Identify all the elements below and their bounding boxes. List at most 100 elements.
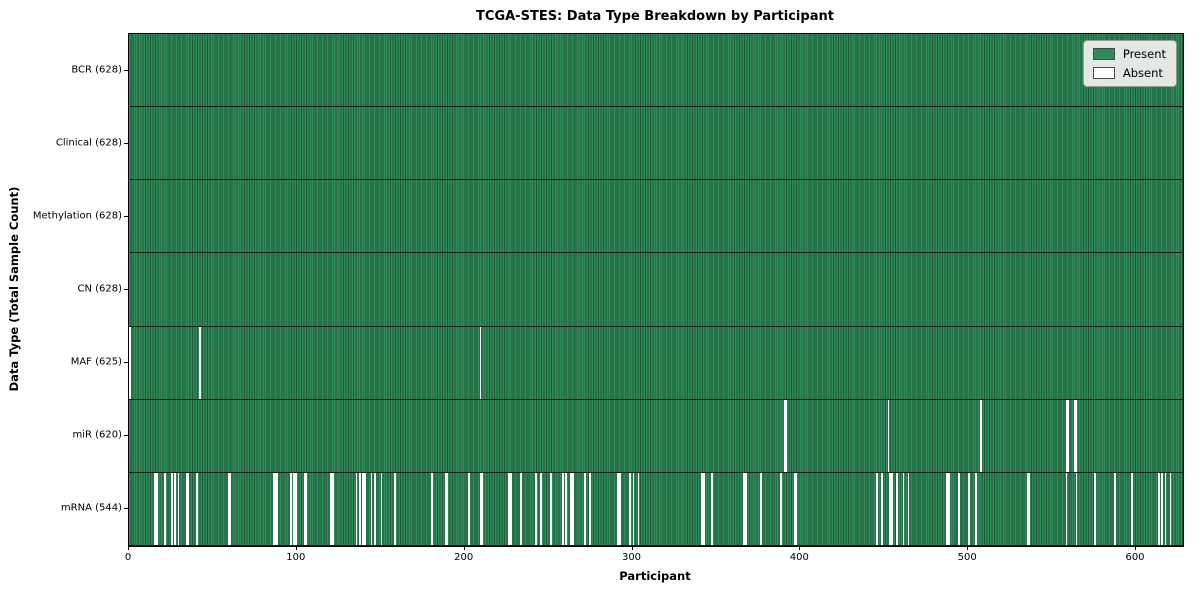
absent-mark [1157, 472, 1160, 545]
absent-mark [444, 472, 447, 545]
absent-mark [795, 472, 797, 545]
absent-mark [946, 472, 949, 545]
x-axis-label: Participant [619, 569, 691, 583]
absent-mark [481, 472, 484, 545]
absent-mark [154, 472, 156, 545]
absent-mark [550, 472, 552, 545]
absent-mark [276, 472, 279, 545]
absent-mark [565, 472, 568, 545]
chart-title: TCGA-STES: Data Type Breakdown by Partic… [476, 9, 834, 24]
absent-mark [164, 472, 166, 545]
y-tick-label-miR: miR (620) [72, 429, 122, 441]
absent-mark [619, 472, 621, 545]
legend-entry-absent: Absent [1092, 66, 1166, 80]
absent-mark [1075, 472, 1078, 545]
absent-mark [293, 472, 296, 545]
absent-mark [380, 472, 383, 545]
row-MAF [129, 326, 1183, 400]
x-tick-label-300: 300 [621, 552, 642, 563]
absent-mark [1065, 472, 1068, 545]
row-miR [129, 399, 1183, 473]
absent-mark [199, 326, 202, 399]
absent-mark [355, 472, 358, 545]
absent-mark [1169, 472, 1172, 545]
absent-mark [583, 472, 586, 545]
absent-mark [479, 472, 482, 545]
absent-mark [358, 472, 361, 545]
absent-mark [1067, 399, 1069, 472]
absent-mark [780, 472, 782, 545]
absent-mark [760, 472, 762, 545]
absent-mark [540, 472, 542, 545]
absent-mark [744, 472, 747, 545]
present-swatch [1092, 48, 1115, 60]
absent-mark [431, 472, 433, 545]
legend-entry-present: Present [1092, 47, 1166, 61]
absent-mark [228, 472, 230, 545]
plot-area: Present Absent [128, 33, 1184, 547]
legend: Present Absent [1082, 40, 1177, 87]
absent-mark [889, 472, 891, 545]
absent-mark [875, 472, 878, 545]
x-tick-label-600: 600 [1125, 552, 1145, 563]
absent-mark [562, 472, 564, 545]
absent-mark [186, 472, 188, 545]
absent-mark [948, 472, 950, 545]
absent-mark [290, 472, 292, 545]
absent-mark [890, 472, 893, 545]
absent-mark [229, 472, 232, 545]
absent-mark [637, 472, 640, 545]
x-tick-label-0: 0 [124, 552, 132, 563]
absent-mark [468, 472, 470, 545]
y-tick [124, 435, 128, 437]
absent-mark [785, 399, 787, 472]
absent-mark [783, 399, 786, 472]
x-tick [1135, 546, 1136, 550]
y-tick [124, 69, 128, 71]
absent-mark [880, 472, 883, 545]
y-tick-label-MAF: MAF (625) [70, 356, 122, 368]
y-tick-label-mRNA: mRNA (544) [60, 502, 122, 514]
y-tick [124, 362, 128, 364]
absent-mark [363, 472, 366, 545]
absent-mark [295, 472, 297, 545]
absent-mark [617, 472, 620, 545]
legend-label-present: Present [1122, 47, 1166, 61]
absent-mark [370, 472, 373, 545]
y-tick [124, 508, 128, 510]
absent-mark [196, 472, 198, 545]
x-tick [463, 546, 465, 550]
y-tick-label-Clinical: Clinical (628) [55, 137, 122, 149]
absent-mark [273, 472, 276, 545]
absent-mark [958, 472, 960, 545]
absent-mark [979, 399, 982, 472]
absent-mark [520, 472, 522, 545]
absent-mark [570, 472, 573, 545]
absent-mark [702, 472, 705, 545]
absent-mark [629, 472, 631, 545]
absent-mark [479, 326, 482, 399]
absent-mark [374, 472, 376, 545]
x-tick-label-200: 200 [454, 552, 474, 563]
absent-mark [362, 472, 364, 545]
absent-mark [394, 472, 396, 545]
absent-mark [968, 472, 970, 545]
y-tick [124, 289, 128, 290]
absent-mark [1073, 399, 1076, 472]
absent-mark [1164, 472, 1167, 545]
x-tick-label-100: 100 [286, 552, 306, 563]
x-tick [295, 546, 297, 550]
absent-mark [174, 472, 176, 545]
absent-mark [332, 472, 334, 545]
x-tick [799, 546, 801, 550]
absent-mark [1114, 472, 1116, 545]
absent-mark [887, 399, 890, 472]
x-tick [128, 546, 129, 550]
x-tick-label-400: 400 [789, 552, 809, 563]
row-mRNA [129, 472, 1183, 546]
absent-mark [632, 472, 635, 545]
row-Clinical [129, 107, 1183, 181]
x-tick [631, 546, 633, 550]
x-tick-label-500: 500 [957, 552, 977, 563]
